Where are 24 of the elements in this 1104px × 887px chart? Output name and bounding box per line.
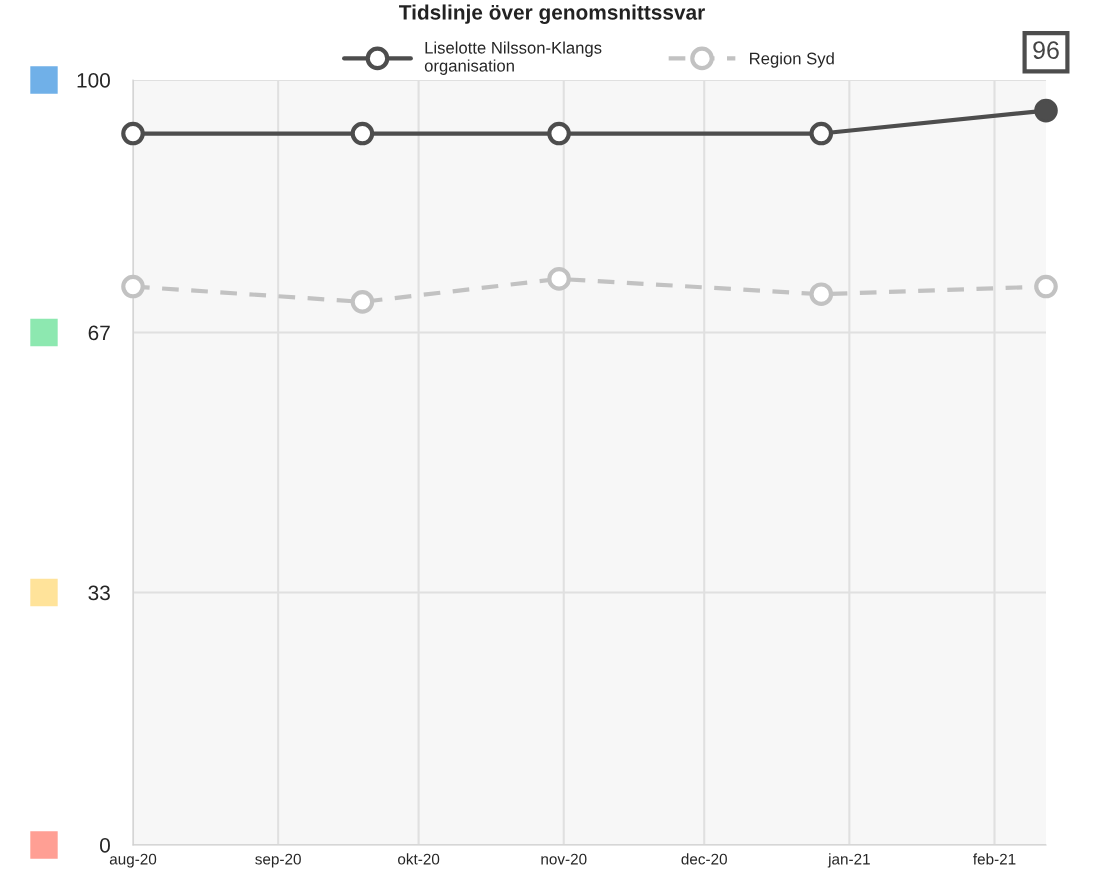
point	[547, 121, 571, 146]
point	[350, 290, 375, 314]
x-tick-label: feb-21	[973, 853, 1016, 865]
point	[547, 267, 571, 291]
data-label: 96	[1033, 41, 1059, 59]
x-tick-label: okt-20	[398, 853, 440, 865]
y-tick-label: 0	[100, 838, 110, 853]
chart-title: Tidslinje över genomsnittssvar	[399, 4, 705, 24]
x-tick-label: nov-20	[541, 853, 587, 865]
point	[121, 274, 145, 299]
x-tick-label: sep-20	[255, 853, 301, 868]
y-tick-label: 100	[77, 73, 110, 88]
point	[1034, 274, 1058, 299]
point	[350, 121, 375, 146]
point	[121, 121, 145, 146]
point	[809, 121, 834, 146]
x-tick-label: aug-20	[109, 853, 157, 868]
y-tick-label: 33	[88, 585, 110, 601]
legend-label: Region Syd	[750, 52, 834, 68]
x-tick-label: jan-21	[827, 853, 870, 868]
y-tick-label: 67	[88, 325, 110, 341]
point	[809, 282, 834, 307]
legend-label: Liselotte Nilsson-Klangs organisation	[424, 41, 602, 75]
x-tick-label: dec-20	[681, 853, 727, 865]
